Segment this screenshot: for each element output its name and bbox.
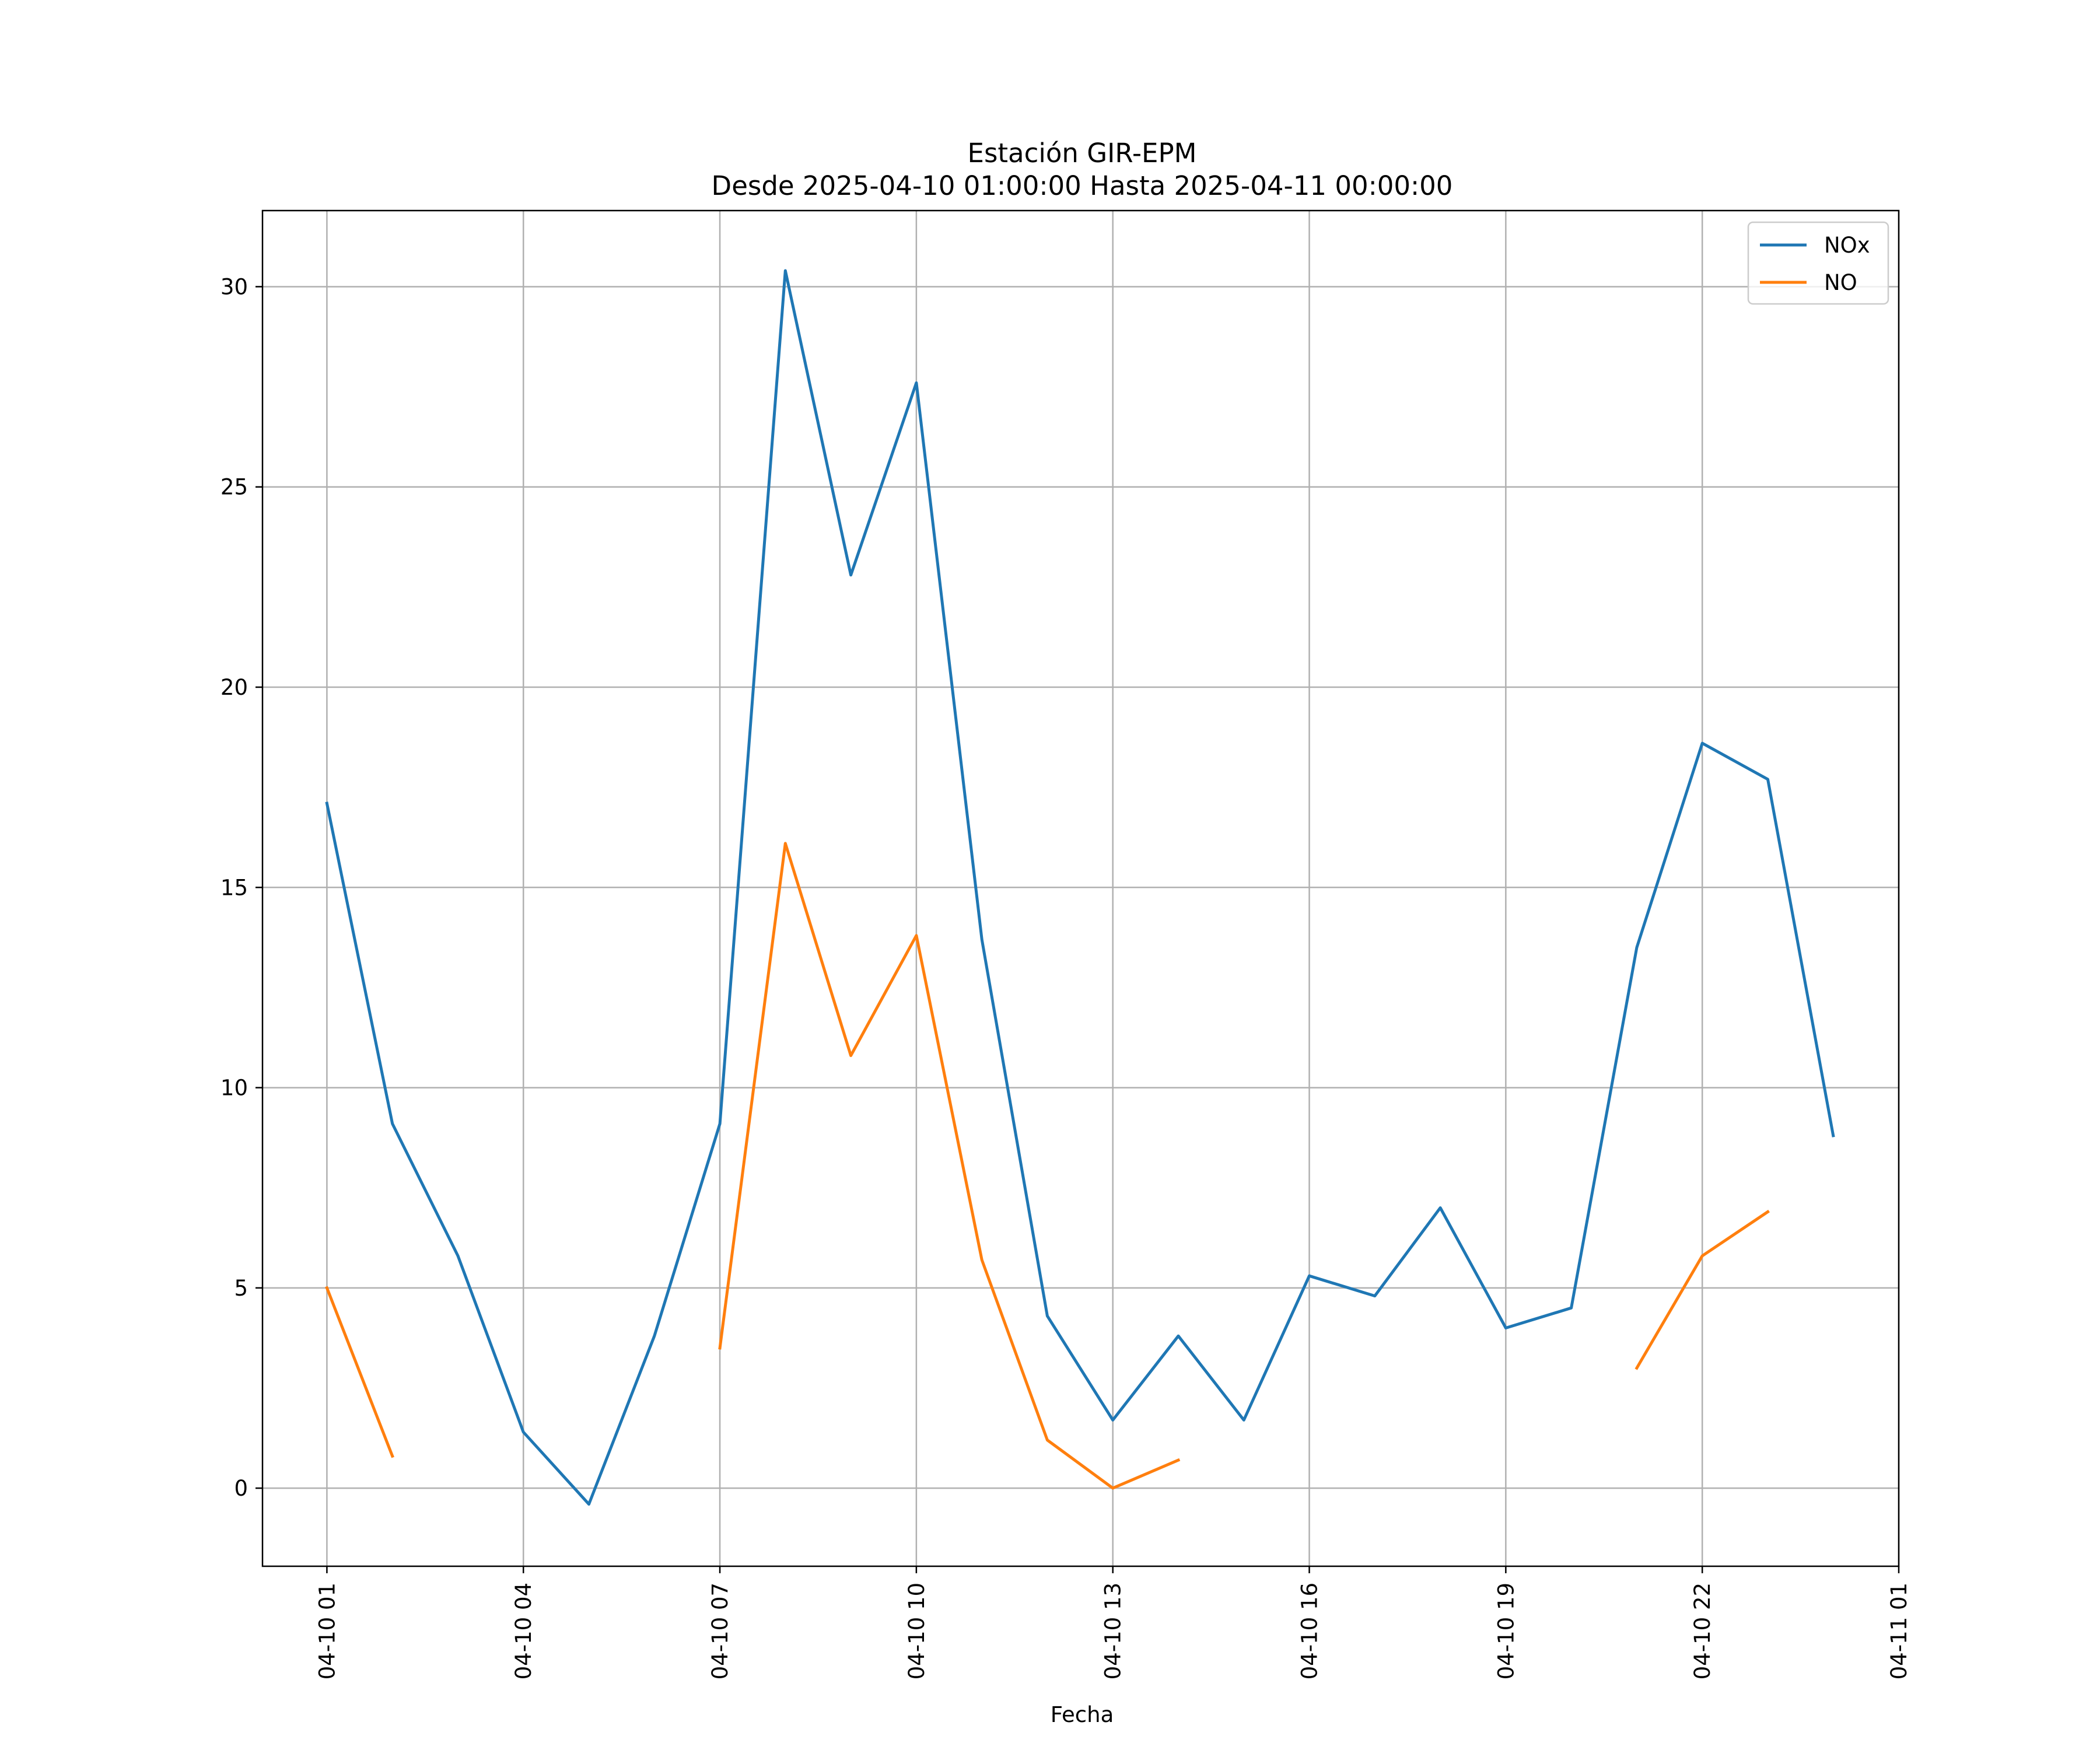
x-tick-label: 04-10 07 [708, 1583, 733, 1679]
y-axis: 0 5 10 15 20 25 30 [220, 274, 262, 1501]
series-line-no [325, 842, 1770, 1490]
y-tick-label: 15 [220, 875, 248, 900]
x-tick-label: 04-10 04 [511, 1583, 536, 1679]
plot-frame [261, 209, 1900, 1567]
plot-lines [325, 269, 1835, 1506]
x-axis: 04-10 01 04-10 04 04-10 07 04-10 10 04-10 13… [314, 1566, 1912, 1679]
y-tick-label: 30 [220, 274, 248, 299]
y-tick-label: 5 [234, 1276, 248, 1301]
y-tick-label: 25 [220, 475, 248, 500]
legend-label: NOx [1824, 233, 1870, 258]
x-tick-label: 04-10 10 [904, 1583, 929, 1679]
x-tick-label: 04-10 22 [1690, 1583, 1715, 1679]
series-line-nox [325, 269, 1835, 1506]
legend-label: NO [1824, 270, 1857, 295]
chart-subtitle: Desde 2025-04-10 01:00:00 Hasta 2025-04-… [712, 170, 1453, 201]
y-tick-label: 20 [220, 675, 248, 700]
grid [262, 211, 1900, 1566]
x-tick-label: 04-10 13 [1101, 1583, 1126, 1679]
x-tick-label: 04-10 19 [1493, 1583, 1518, 1679]
y-tick-label: 10 [220, 1076, 248, 1101]
legend: NOx NO [1747, 221, 1889, 305]
x-axis-label: Fecha [1051, 1702, 1114, 1727]
x-tick-label: 04-10 01 [314, 1583, 340, 1679]
chart-title: Estación GIR-EPM [968, 138, 1197, 169]
x-tick-label: 04-10 16 [1297, 1583, 1322, 1679]
x-tick-label: 04-11 01 [1887, 1583, 1912, 1679]
y-tick-label: 0 [234, 1476, 248, 1501]
